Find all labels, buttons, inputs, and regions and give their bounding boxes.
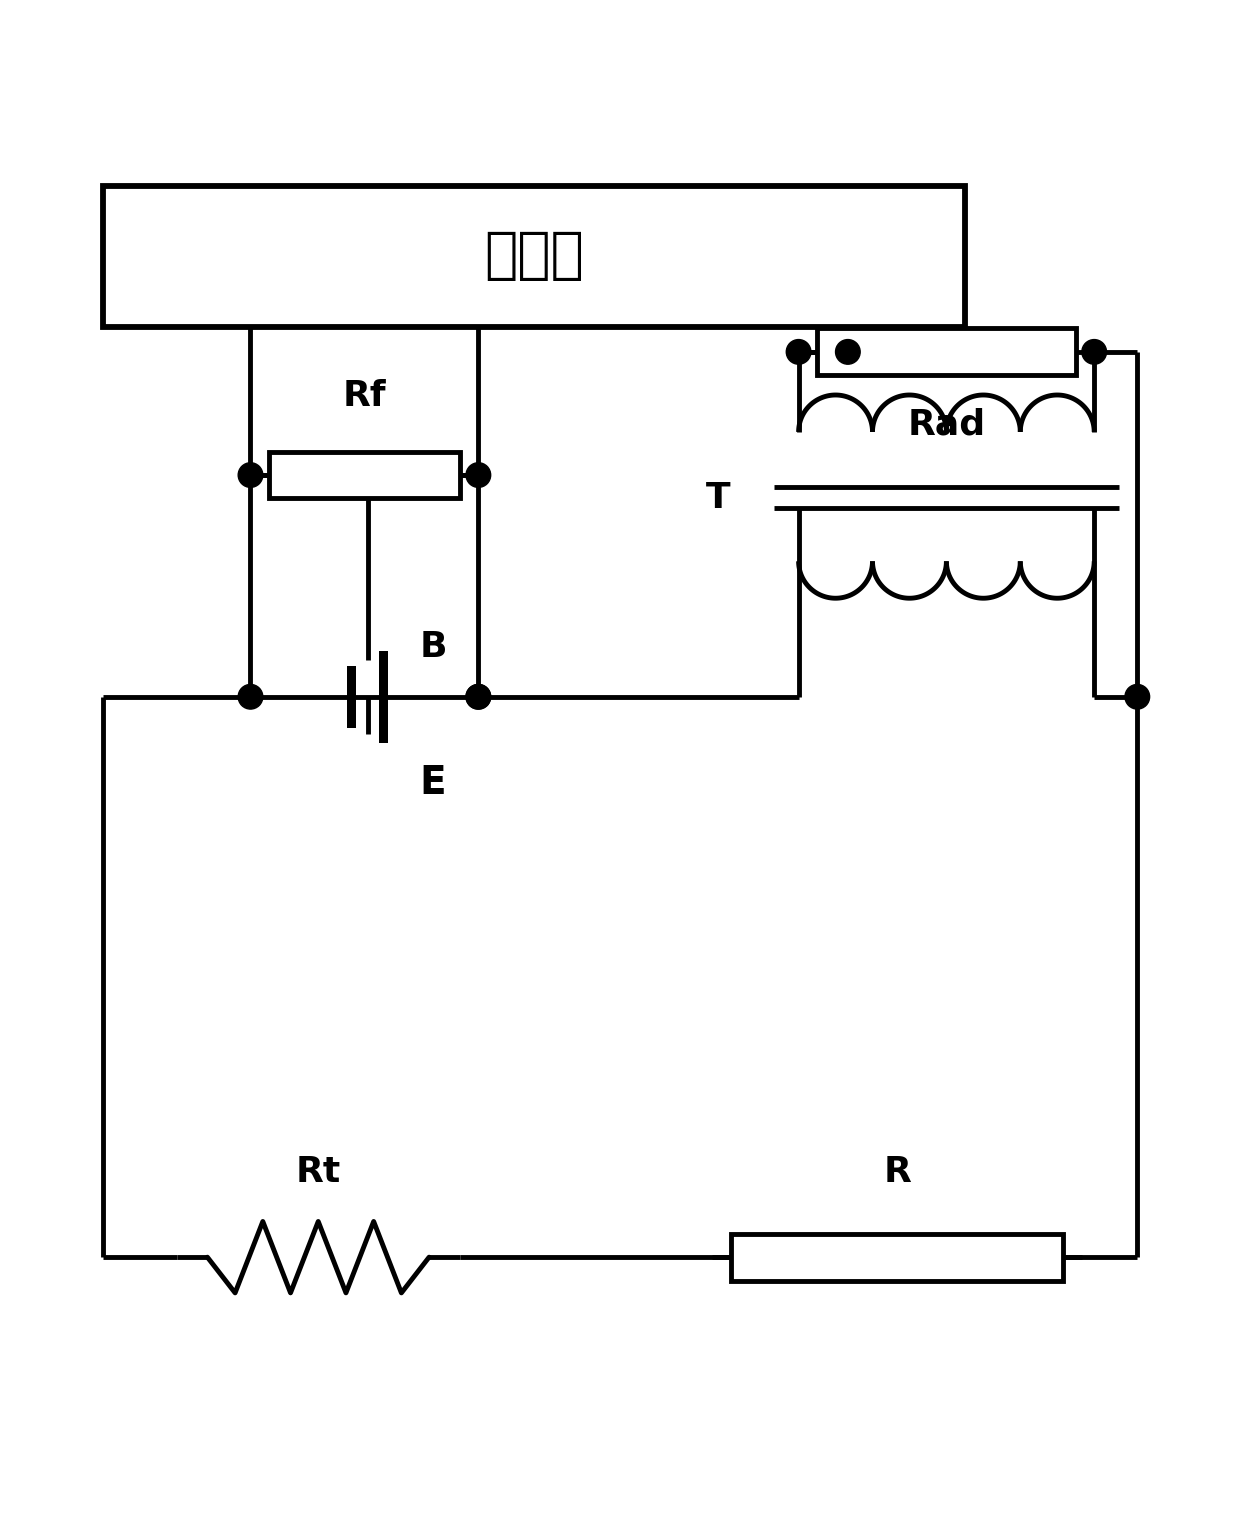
Circle shape: [1081, 339, 1106, 364]
FancyBboxPatch shape: [103, 185, 965, 327]
FancyBboxPatch shape: [269, 451, 460, 498]
Circle shape: [466, 463, 491, 488]
Circle shape: [1125, 685, 1149, 709]
Circle shape: [786, 339, 811, 364]
Text: T: T: [707, 480, 730, 515]
Circle shape: [836, 339, 861, 364]
Circle shape: [238, 685, 263, 709]
Text: Rt: Rt: [295, 1156, 341, 1190]
FancyBboxPatch shape: [378, 650, 388, 743]
Text: B: B: [419, 630, 446, 665]
Circle shape: [238, 463, 263, 488]
Text: R: R: [883, 1156, 911, 1190]
FancyBboxPatch shape: [730, 1234, 1064, 1281]
Circle shape: [466, 685, 491, 709]
FancyBboxPatch shape: [817, 329, 1076, 375]
Text: Rad: Rad: [908, 407, 986, 442]
Text: E: E: [419, 764, 446, 803]
Text: 单片机: 单片机: [484, 229, 584, 283]
FancyBboxPatch shape: [346, 667, 356, 728]
Circle shape: [466, 685, 491, 709]
Text: Rf: Rf: [342, 379, 386, 413]
